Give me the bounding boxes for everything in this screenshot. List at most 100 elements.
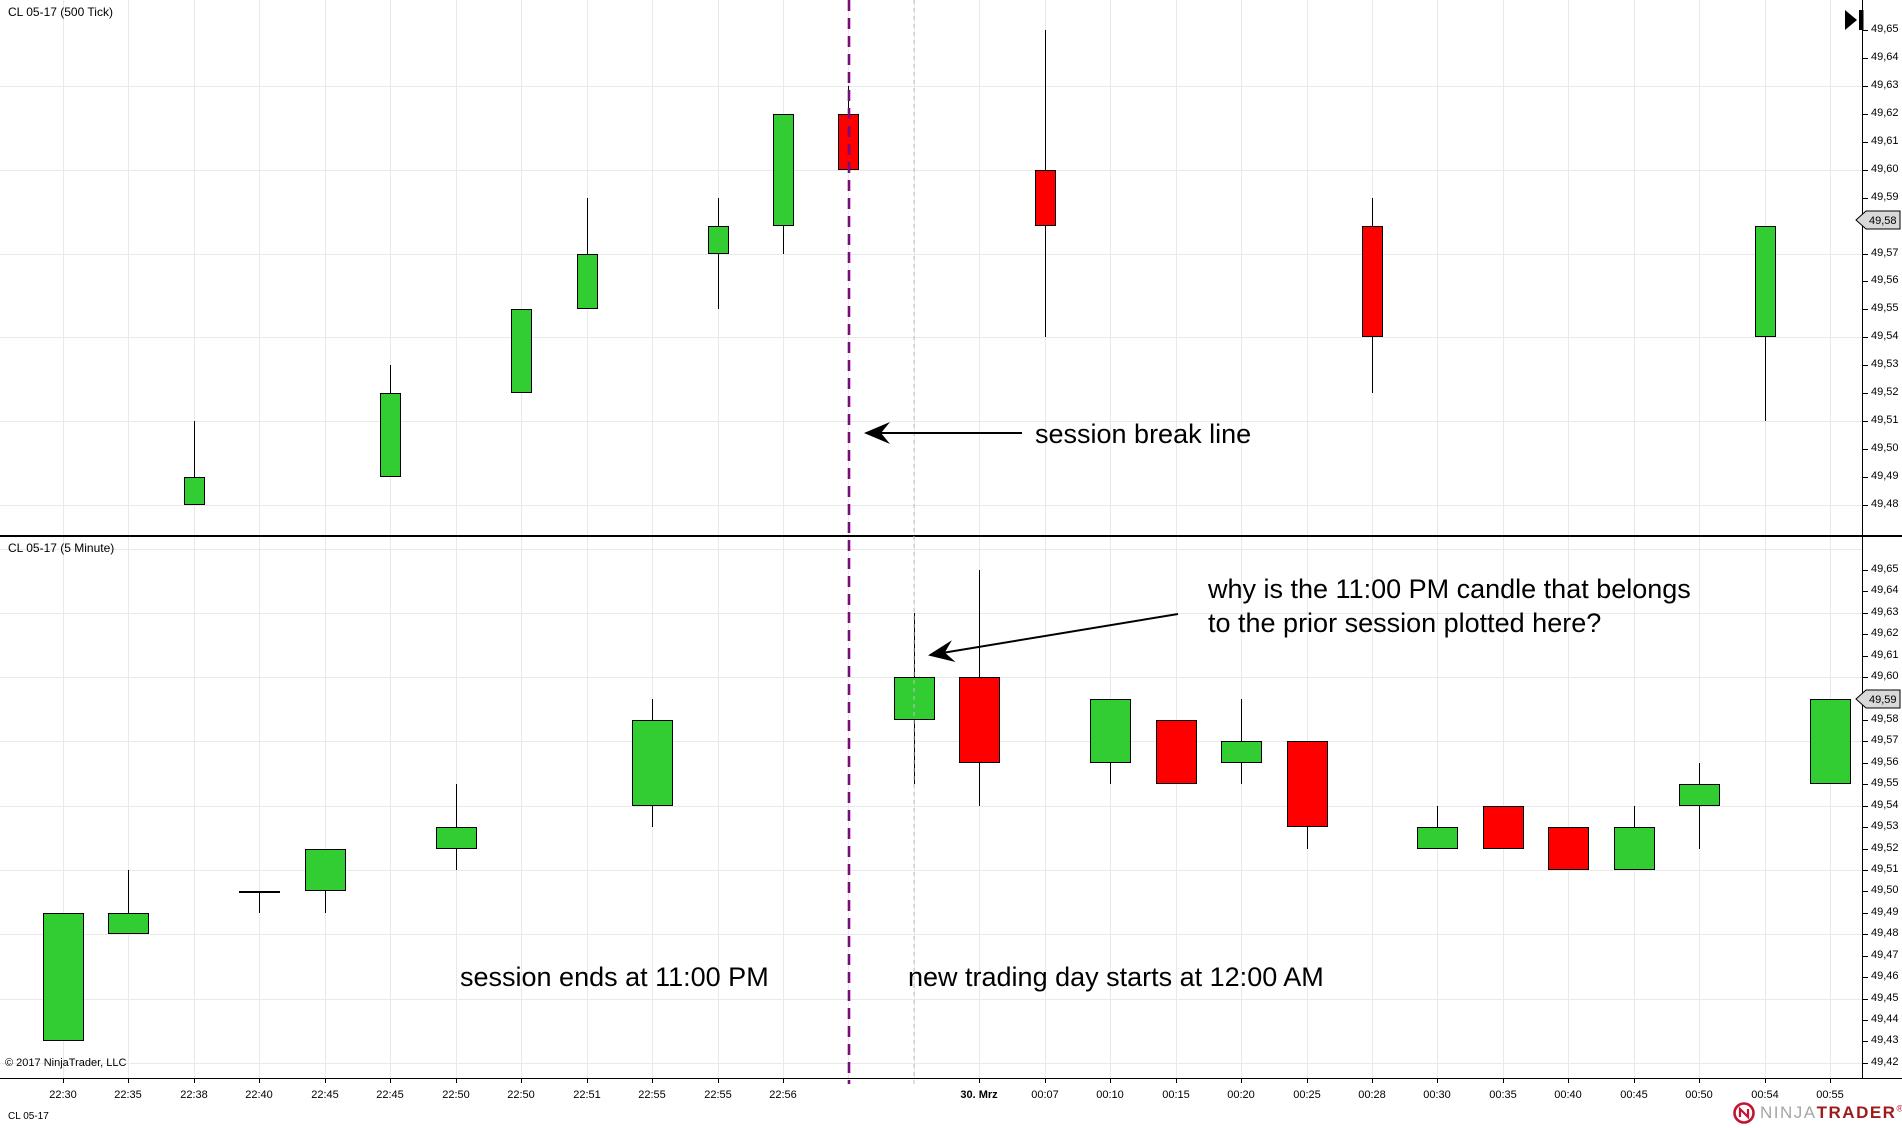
price-axis-label: 49,60 [1871, 163, 1899, 175]
price-axis-tick [1862, 634, 1868, 635]
top-panel-instrument-label: CL 05-17 (500 Tick) [8, 5, 113, 19]
gridline-vertical [128, 0, 129, 535]
time-axis-tick [1437, 1078, 1438, 1083]
logo-text-trader: TRADER [1816, 1103, 1897, 1122]
candle-23:00 [838, 114, 859, 170]
gridline-vertical [325, 0, 326, 535]
gridline-vertical [1110, 537, 1111, 1078]
time-axis[interactable]: 22:30 22:35 22:38 22:40 22:45 22:45 22:50 22:50… [0, 1078, 1902, 1108]
time-axis-tick [1830, 1078, 1831, 1083]
candle-00:00 [959, 677, 1000, 763]
price-axis-label: 49,55 [1871, 302, 1899, 314]
gridline-horizontal [0, 999, 1862, 1000]
gridline-horizontal [0, 741, 1862, 742]
price-axis-label: 49,55 [1871, 777, 1899, 789]
time-axis-tick [63, 1078, 64, 1083]
price-axis-label: 49,51 [1871, 414, 1899, 426]
copyright-text: © 2017 NinjaTrader, LLC [5, 1057, 127, 1069]
gridline-vertical [1830, 0, 1831, 535]
panel-divider[interactable] [0, 535, 1902, 537]
price-axis-label: 49,48 [1871, 498, 1899, 510]
price-axis-tick [1862, 1041, 1868, 1042]
price-axis-tick [1862, 365, 1868, 366]
time-axis-tick [1176, 1078, 1177, 1083]
price-axis-tick [1862, 449, 1868, 450]
gridline-horizontal [0, 86, 1862, 87]
jump-to-latest-bar-icon[interactable] [1843, 7, 1867, 33]
candle-00:10 [1090, 699, 1131, 763]
price-axis-tick [1862, 170, 1868, 171]
candle-00:07 [1035, 170, 1056, 226]
time-axis-label: 22:45 [311, 1089, 339, 1101]
gridline-vertical [783, 537, 784, 1078]
gridline-vertical [1045, 537, 1046, 1078]
gridline-horizontal [0, 806, 1862, 807]
price-axis[interactable]: 49,65 49,64 49,63 49,62 49,61 49,60 49,59 49,57… [1862, 0, 1902, 1078]
gridline-horizontal [0, 934, 1862, 935]
price-axis-tick [1862, 393, 1868, 394]
price-axis-border [1862, 0, 1863, 1078]
price-axis-tick [1862, 784, 1868, 785]
time-axis-label: 00:40 [1554, 1089, 1582, 1101]
gridline-vertical [63, 537, 64, 1078]
time-axis-tick [325, 1078, 326, 1083]
candle-00:20 [1221, 741, 1262, 763]
gridline-horizontal [0, 870, 1862, 871]
gridline-vertical [521, 537, 522, 1078]
gridline-vertical [521, 0, 522, 535]
price-axis-tick [1862, 309, 1868, 310]
footer-instrument-label: CL 05-17 [8, 1111, 49, 1122]
price-axis-label: 49,52 [1871, 842, 1899, 854]
gridline-horizontal [0, 254, 1862, 255]
price-axis-label: 49,63 [1871, 79, 1899, 91]
price-axis-tick [1862, 477, 1868, 478]
gridline-vertical [1241, 0, 1242, 535]
price-axis-tick [1862, 505, 1868, 506]
gridline-vertical [1568, 537, 1569, 1078]
price-axis-label: 49,60 [1871, 670, 1899, 682]
gridline-vertical [1307, 0, 1308, 535]
time-axis-tick [1307, 1078, 1308, 1083]
time-axis-tick [1634, 1078, 1635, 1083]
price-axis-label: 49,53 [1871, 358, 1899, 370]
candle-23:00 [894, 677, 935, 720]
candle-wick [1699, 763, 1700, 849]
price-axis-label: 49,62 [1871, 107, 1899, 119]
bottom-panel-instrument-label: CL 05-17 (5 Minute) [8, 541, 115, 555]
candle-22:35 [108, 913, 149, 934]
gridline-vertical [456, 0, 457, 535]
candle-22:45 [380, 393, 401, 477]
last-price-tag-top: 49,58 [1855, 210, 1901, 230]
price-axis-label: 49,65 [1871, 23, 1899, 35]
time-axis-label: 00:55 [1816, 1089, 1844, 1101]
gridline-vertical [194, 537, 195, 1078]
gridline-horizontal [0, 421, 1862, 422]
price-axis-label: 49,57 [1871, 247, 1899, 259]
time-axis-tick [1503, 1078, 1504, 1083]
price-axis-label: 49,64 [1871, 51, 1899, 63]
time-axis-tick [194, 1078, 195, 1083]
gridline-horizontal [0, 170, 1862, 171]
candle-00:25 [1287, 741, 1328, 827]
gridline-vertical [1176, 0, 1177, 535]
price-axis-tick [1862, 999, 1868, 1000]
gridline-horizontal [0, 505, 1862, 506]
candle-22:55 [708, 226, 729, 254]
candle-00:30 [1417, 827, 1458, 849]
time-axis-label: 22:56 [769, 1089, 797, 1101]
price-axis-tick [1862, 806, 1868, 807]
gridline-vertical [1437, 0, 1438, 535]
time-axis-label: 00:35 [1489, 1089, 1517, 1101]
price-axis-tick [1862, 656, 1868, 657]
time-axis-label: 00:10 [1096, 1089, 1124, 1101]
time-axis-label: 00:45 [1620, 1089, 1648, 1101]
gridline-vertical [783, 0, 784, 535]
svg-text:49,59: 49,59 [1869, 694, 1897, 706]
gridline-vertical [1568, 0, 1569, 535]
why-annotation-line2: to the prior session plotted here? [1208, 608, 1602, 638]
time-axis-tick [128, 1078, 129, 1083]
price-axis-label: 49,49 [1871, 906, 1899, 918]
price-axis-tick [1862, 114, 1868, 115]
time-axis-tick [521, 1078, 522, 1083]
